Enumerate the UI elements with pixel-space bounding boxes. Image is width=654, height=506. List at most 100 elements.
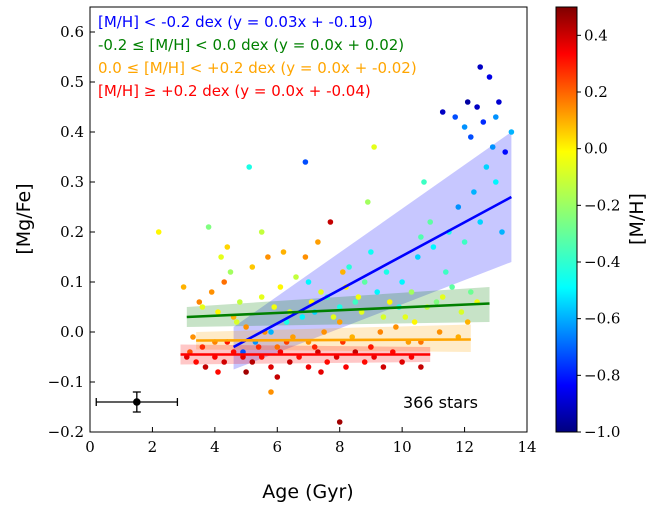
star-point-92	[196, 299, 203, 305]
star-point-25	[443, 269, 449, 275]
y-tick-label-8: 0.6	[60, 23, 84, 41]
star-point-114	[193, 359, 199, 365]
star-point-147	[243, 369, 249, 375]
star-point-57	[218, 254, 224, 260]
colorbar-tick-label-7: −1.0	[584, 423, 620, 441]
star-point-60	[258, 294, 265, 300]
star-point-12	[489, 144, 496, 150]
star-point-23	[415, 254, 421, 260]
star-point-130	[343, 364, 349, 370]
star-point-4	[474, 104, 480, 110]
error-bar	[95, 391, 179, 413]
fit-line-1	[186, 302, 490, 319]
star-point-17	[455, 204, 462, 210]
y-tick-label-7: 0.5	[60, 73, 84, 91]
star-point-69	[439, 294, 446, 300]
legend-entry-0: [M/H] < -0.2 dex (y = 0.03x + -0.19)	[98, 13, 373, 31]
star-point-29	[361, 279, 368, 285]
star-point-85	[265, 254, 271, 260]
y-tick-label-4: 0.2	[60, 223, 84, 241]
star-point-15	[493, 179, 499, 185]
x-tick-label-0: 0	[85, 438, 95, 456]
star-point-96	[321, 329, 327, 335]
star-point-128	[324, 359, 331, 365]
fit-line-2	[196, 338, 471, 342]
x-tick-label-6: 12	[455, 438, 474, 456]
star-point-24	[427, 219, 434, 225]
x-tick-label-4: 8	[335, 438, 345, 456]
star-point-56	[227, 269, 234, 275]
star-point-1	[486, 74, 493, 80]
star-point-51	[155, 229, 162, 235]
star-point-7	[461, 124, 468, 130]
fit-lines	[180, 195, 513, 356]
star-point-136	[399, 359, 405, 365]
fit-line-0	[232, 195, 513, 349]
x-tick-label-7: 14	[517, 438, 536, 456]
legend-entry-3: [M/H] ≥ +0.2 dex (y = 0.0x + -0.04)	[98, 82, 371, 100]
star-point-28	[374, 289, 381, 295]
star-point-126	[305, 364, 312, 370]
star-point-6	[452, 114, 459, 120]
star-point-112	[268, 389, 274, 395]
y-tick-label-6: 0.4	[60, 123, 84, 141]
star-point-80	[380, 314, 387, 320]
star-point-48	[302, 159, 309, 165]
fit-bands	[180, 132, 512, 370]
star-point-97	[349, 334, 356, 340]
star-point-141	[255, 344, 262, 350]
star-point-102	[190, 334, 196, 340]
star-point-87	[315, 239, 321, 245]
y-axis-label: [Mg/Fe]	[13, 183, 35, 254]
star-count-annotation: 366 stars	[403, 393, 478, 412]
star-point-67	[402, 314, 409, 320]
star-point-49	[246, 164, 252, 170]
star-point-41	[268, 329, 274, 335]
star-point-89	[302, 254, 309, 260]
star-point-73	[199, 304, 206, 310]
colorbar-tick-label-6: −0.8	[584, 366, 620, 384]
star-point-88	[340, 269, 346, 275]
star-point-81	[411, 319, 418, 325]
star-point-63	[318, 289, 324, 295]
star-point-107	[336, 319, 343, 325]
star-point-138	[418, 364, 424, 370]
star-point-37	[336, 304, 343, 310]
star-point-39	[299, 314, 306, 320]
star-point-74	[233, 319, 240, 325]
star-point-11	[468, 134, 474, 140]
star-point-3	[464, 99, 471, 105]
star-point-9	[493, 114, 499, 120]
colorbar	[555, 6, 578, 433]
star-point-55	[421, 179, 427, 185]
star-point-104	[243, 324, 249, 330]
error-bar-point	[133, 398, 141, 406]
star-point-52	[258, 229, 265, 235]
star-point-59	[237, 299, 243, 305]
star-point-86	[280, 249, 287, 255]
y-tick-label-5: 0.3	[60, 173, 84, 191]
star-point-145	[368, 344, 374, 350]
star-point-8	[480, 119, 487, 125]
x-tick-label-5: 10	[393, 438, 412, 456]
star-point-98	[377, 329, 384, 335]
star-point-19	[499, 229, 505, 235]
star-point-78	[330, 314, 337, 320]
colorbar-tick-label-4: −0.4	[584, 253, 620, 271]
x-axis-ticks: 0 2 4 6 8 10 12 14	[85, 427, 537, 456]
star-point-50	[371, 144, 377, 150]
legend-entry-2: 0.0 ≤ [M/H] < +0.2 dex (y = 0.0x + -0.02…	[98, 59, 417, 77]
colorbar-tick-label-3: −0.2	[584, 196, 620, 214]
star-point-32	[408, 289, 415, 295]
star-point-61	[277, 284, 284, 290]
x-tick-label-2: 4	[210, 438, 220, 456]
star-point-16	[471, 189, 477, 195]
y-tick-label-2: 0.0	[60, 323, 84, 341]
star-point-34	[449, 284, 455, 290]
star-point-5	[496, 99, 502, 105]
star-point-91	[224, 244, 231, 250]
star-point-47	[418, 234, 424, 240]
star-point-33	[433, 299, 440, 305]
star-point-22	[430, 244, 437, 250]
star-point-148	[274, 374, 281, 380]
